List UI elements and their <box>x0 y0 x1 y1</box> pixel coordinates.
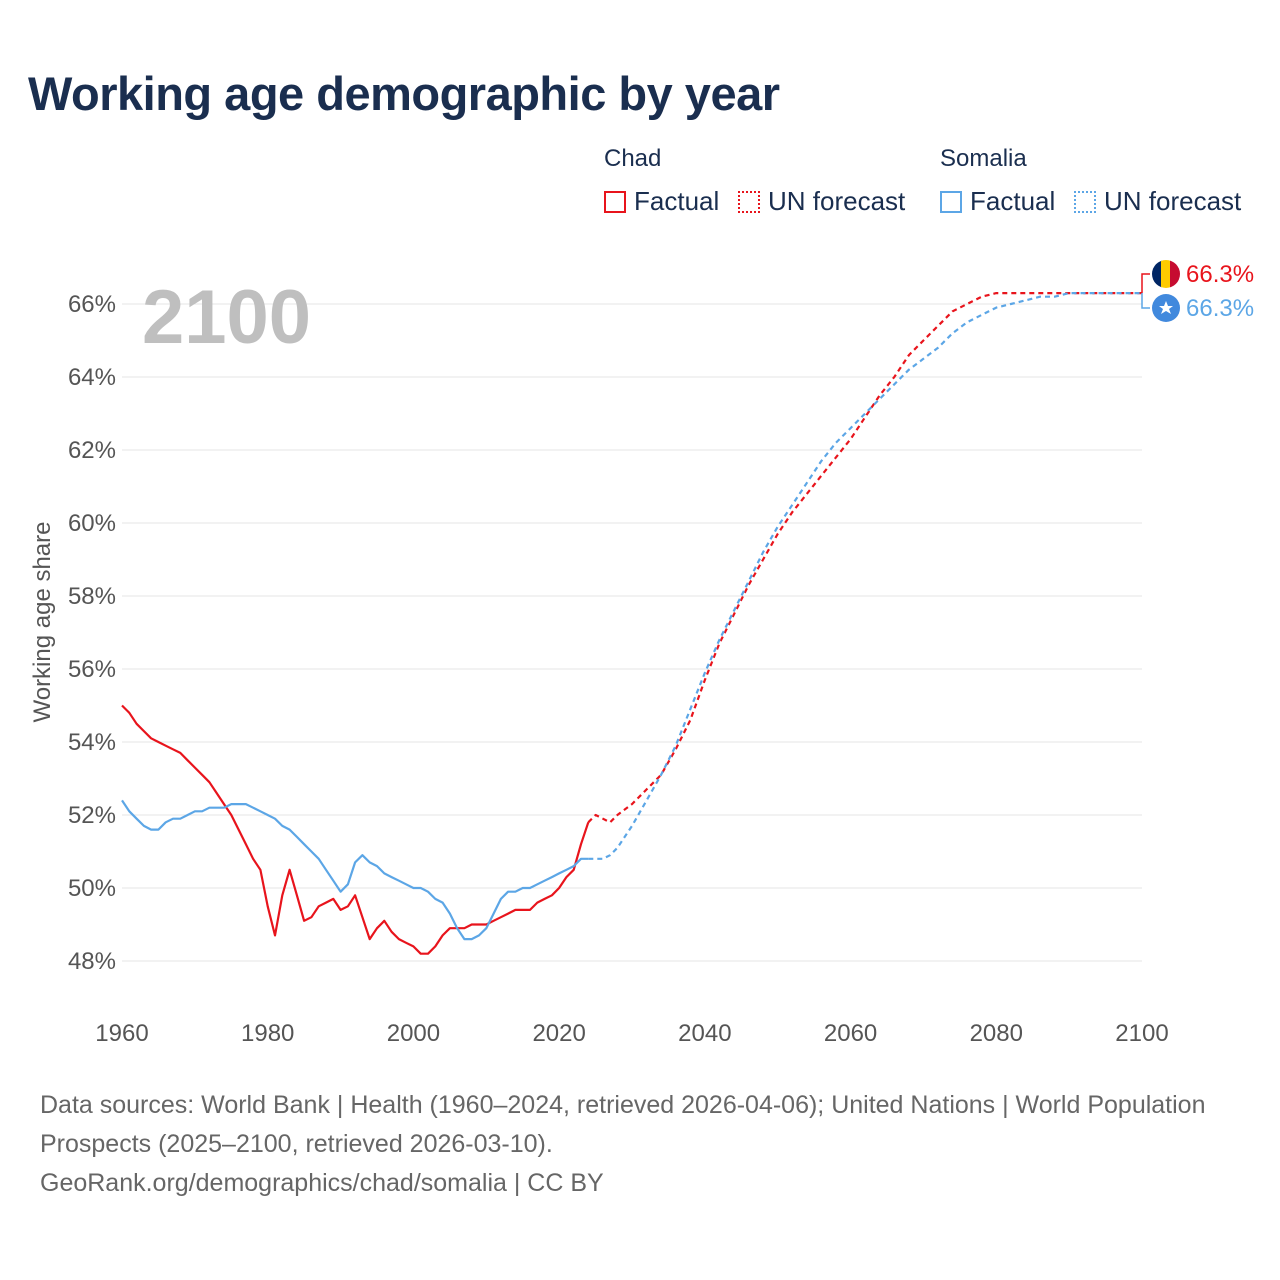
x-tick-label: 2080 <box>970 1020 1023 1047</box>
series-chad-factual[interactable] <box>121 704 590 955</box>
legend-swatch-dotted-icon <box>738 190 760 213</box>
legend-item-chad-forecast[interactable]: UN forecast <box>738 186 905 217</box>
end-label-chad: 66.3% <box>1186 261 1254 288</box>
y-tick-label: 52% <box>68 802 116 829</box>
footer: Data sources: World Bank | Health (1960–… <box>40 1086 1220 1203</box>
series-somalia-factual[interactable] <box>121 799 589 941</box>
legend-label: UN forecast <box>768 186 906 216</box>
end-label-connector <box>1141 273 1150 294</box>
source-link[interactable]: GeoRank.org/demographics/chad/somalia | … <box>40 1169 604 1197</box>
y-axis: 48% 50% 52% 54% 56% 58% 60% 62% 64% 66% <box>68 291 116 975</box>
series-lines <box>121 292 1142 955</box>
x-tick-label: 1960 <box>95 1020 148 1047</box>
y-tick-label: 58% <box>68 583 116 610</box>
legend-group-somalia: Somalia <box>940 145 1027 172</box>
y-tick-label: 50% <box>68 875 116 902</box>
legend-swatch-dotted-icon <box>1074 190 1096 213</box>
y-tick-label: 60% <box>68 510 116 537</box>
series-chad-forecast[interactable] <box>587 292 1142 824</box>
chad-flag-icon <box>1152 260 1180 288</box>
legend-swatch-solid-icon <box>604 190 626 213</box>
y-tick-label: 66% <box>68 291 116 318</box>
somalia-flag-icon <box>1152 294 1180 322</box>
x-tick-label: 1980 <box>241 1020 294 1047</box>
x-tick-label: 2060 <box>824 1020 877 1047</box>
legend-swatch-solid-icon <box>940 190 962 213</box>
x-tick-label: 2000 <box>387 1020 440 1047</box>
legend-group-chad: Chad <box>604 145 662 172</box>
grid <box>122 303 1142 962</box>
legend-label: UN forecast <box>1104 186 1242 216</box>
legend-item-chad-factual[interactable]: Factual <box>604 186 719 217</box>
x-tick-label: 2040 <box>678 1020 731 1047</box>
legend-item-somalia-factual[interactable]: Factual <box>940 186 1055 217</box>
legend-label: Factual <box>634 186 720 216</box>
end-labels: 66.3% 66.3% <box>1141 260 1254 322</box>
y-tick-label: 64% <box>68 364 116 391</box>
y-tick-label: 62% <box>68 437 116 464</box>
end-label-connector <box>1141 293 1150 309</box>
end-label-somalia: 66.3% <box>1186 295 1254 322</box>
x-tick-label: 2100 <box>1115 1020 1168 1047</box>
data-sources: Data sources: World Bank | Health (1960–… <box>40 1091 1206 1158</box>
series-somalia-forecast[interactable] <box>588 292 1142 860</box>
x-axis: 1960 1980 2000 2020 2040 2060 2080 2100 <box>95 1020 1168 1047</box>
legend-item-somalia-forecast[interactable]: UN forecast <box>1074 186 1241 217</box>
year-overlay: 2100 <box>142 275 311 360</box>
legend-label: Factual <box>970 186 1056 216</box>
y-tick-label: 48% <box>68 948 116 975</box>
x-tick-label: 2020 <box>532 1020 585 1047</box>
y-axis-label: Working age share <box>29 522 56 723</box>
y-tick-label: 54% <box>68 729 116 756</box>
chart-title: Working age demographic by year <box>28 67 780 120</box>
y-tick-label: 56% <box>68 656 116 683</box>
